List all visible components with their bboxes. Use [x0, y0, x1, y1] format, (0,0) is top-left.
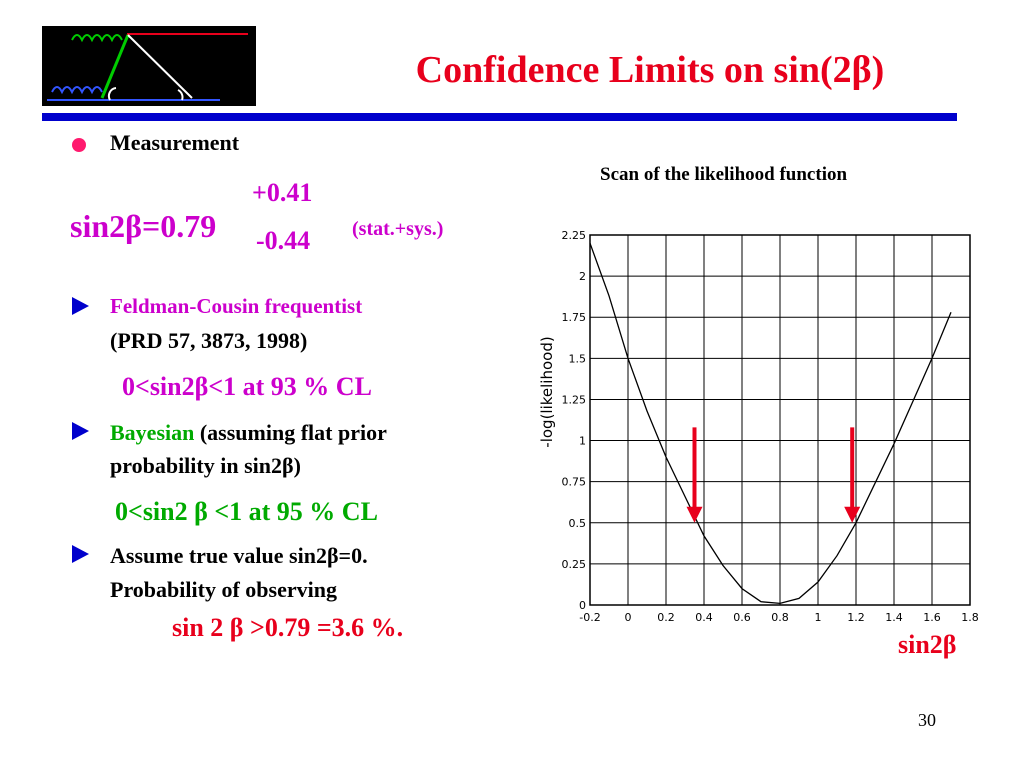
y-tick-label: 2.25 — [562, 229, 587, 242]
y-tick-label: 0.25 — [562, 558, 587, 571]
feldman-cousin-reference: (PRD 57, 3873, 1998) — [110, 328, 308, 353]
plot-frame — [589, 234, 971, 606]
x-tick-label: 0 — [625, 611, 632, 624]
assume-result: sin 2 β >0.79 =3.6 %. — [172, 613, 404, 642]
y-tick-labels: 0 0.25 0.5 0.75 1 1.25 1.5 1.75 2 2.25 — [562, 229, 587, 612]
y-tick-label: 1.75 — [562, 311, 587, 324]
bullet-triangle-icon — [72, 422, 89, 440]
measurement-value: sin2β=0.79 — [70, 208, 217, 244]
bayesian-prior-note: (assuming flat prior — [199, 420, 387, 445]
chart-arrows — [686, 427, 861, 523]
y-tick-label: 0 — [579, 599, 586, 612]
measurement-lower-error: -0.44 — [256, 226, 311, 255]
y-tick-label: 2 — [579, 270, 586, 283]
x-tick-label: 1.8 — [961, 611, 979, 624]
x-tick-label: 1 — [815, 611, 822, 624]
feynman-diagram-logo — [42, 26, 256, 106]
bullet-triangle-icon — [72, 297, 89, 315]
arrow-head — [844, 506, 861, 523]
assume-line-1: Assume true value sin2β=0. — [110, 543, 368, 568]
feldman-cousin-result: 0<sin2β<1 at 93 % CL — [122, 372, 372, 401]
x-tick-label: 1.6 — [923, 611, 941, 624]
y-tick-label: 1.25 — [562, 393, 587, 406]
chart-grid — [589, 234, 971, 606]
assume-line-2: Probability of observing — [110, 577, 337, 602]
y-axis-label: -log(likelihood) — [538, 336, 556, 447]
likelihood-chart: -0.2 0 0.2 0.4 0.6 0.8 1 1.2 1.4 1.6 1.8 00.250.50… — [538, 229, 979, 624]
bayesian-result: 0<sin2 β <1 at 95 % CL — [115, 497, 378, 526]
bayesian-line-1: Bayesian (assuming flat prior — [110, 420, 387, 446]
x-tick-label: 0.6 — [733, 611, 751, 624]
y-tick-label: 0.5 — [569, 517, 587, 530]
measurement-note: (stat.+sys.) — [352, 218, 444, 240]
measurement-heading: Measurement — [110, 130, 240, 155]
bullet-triangle-icon — [72, 545, 89, 563]
y-tick-label: 1 — [579, 435, 586, 448]
x-tick-label: 0.8 — [771, 611, 789, 624]
y-tick-label: 0.75 — [562, 476, 587, 489]
feynman-diagram-icon — [47, 33, 248, 101]
feldman-cousin-title: Feldman-Cousin frequentist — [110, 294, 363, 318]
measurement-upper-error: +0.41 — [252, 178, 313, 207]
y-tick-label: 1.5 — [569, 352, 587, 365]
bullet-dot-icon — [72, 138, 86, 152]
likelihood-curve — [589, 242, 952, 605]
x-tick-label: 0.4 — [695, 611, 713, 624]
bayesian-label: Bayesian — [110, 420, 195, 445]
chart-title: Scan of the likelihood function — [600, 164, 848, 185]
x-tick-labels: -0.2 0 0.2 0.4 0.6 0.8 1 1.2 1.4 1.6 1.8 — [579, 611, 978, 624]
page-number: 30 — [918, 710, 936, 730]
title-divider — [42, 113, 957, 121]
x-tick-label: 1.4 — [885, 611, 903, 624]
x-tick-label: 0.2 — [657, 611, 675, 624]
x-tick-label: 1.2 — [847, 611, 865, 624]
x-tick-label: -0.2 — [579, 611, 600, 624]
slide-title: Confidence Limits on sin(2β) — [415, 49, 885, 91]
bayesian-line-2: probability in sin2β) — [110, 453, 301, 478]
x-axis-label: sin2β — [898, 630, 957, 659]
arrow-head — [686, 506, 703, 523]
